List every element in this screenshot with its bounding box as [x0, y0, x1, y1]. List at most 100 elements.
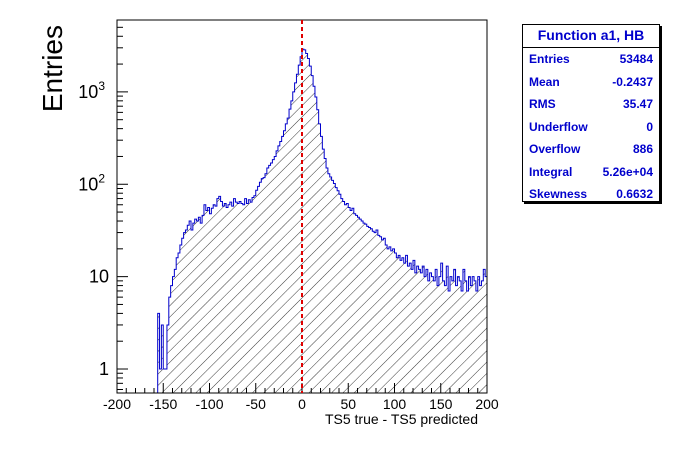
- histogram-bin: [327, 173, 330, 393]
- histogram-bin: [168, 297, 171, 393]
- histogram-bin: [239, 201, 241, 393]
- histogram-bin: [437, 285, 439, 393]
- histogram-bin: [422, 266, 425, 393]
- histogram-bin: [357, 217, 360, 393]
- histogram-bin: [318, 123, 321, 394]
- histogram-bin: [187, 225, 190, 393]
- stats-row: Entries 53484: [523, 48, 659, 71]
- histogram-bin: [433, 280, 436, 393]
- histogram-bin: [455, 285, 458, 393]
- histogram-bin: [351, 208, 354, 393]
- histogram-bin: [346, 203, 349, 393]
- stats-box: Function a1, HB Entries 53484 Mean -0.2437 R…: [522, 24, 660, 202]
- histogram-bin: [189, 221, 191, 393]
- histogram-bin: [450, 276, 452, 393]
- histogram-bin: [425, 269, 428, 393]
- histogram-bin: [472, 276, 475, 393]
- histogram-bin: [268, 165, 271, 393]
- histogram-bin: [394, 253, 397, 393]
- histogram-bin: [213, 204, 216, 393]
- histogram-bin: [178, 253, 180, 393]
- stats-row-value: -0.2437: [612, 74, 653, 89]
- histogram-bin: [388, 246, 391, 393]
- histogram-bin: [403, 263, 406, 393]
- histogram-bin: [353, 213, 356, 393]
- histogram-bin: [294, 82, 297, 394]
- x-tick-label: -100: [195, 396, 223, 412]
- histogram-bin: [209, 213, 212, 393]
- histogram-bin: [468, 276, 471, 393]
- histogram-bin: [398, 255, 401, 393]
- stats-row: Underflow 0: [523, 116, 659, 139]
- stats-row-label: Skewness: [529, 187, 588, 201]
- histogram-bin: [259, 182, 262, 393]
- histogram-bin: [191, 229, 193, 393]
- histogram-bin: [381, 239, 384, 393]
- histogram-bin: [355, 215, 358, 393]
- axis-ticks: [116, 19, 488, 393]
- histogram-bin: [250, 202, 253, 393]
- histogram-bin: [253, 195, 256, 393]
- histogram-bin: [242, 204, 245, 393]
- histogram-bin: [172, 276, 175, 393]
- histogram-bin: [322, 149, 325, 393]
- y-axis-title: Entries: [37, 25, 68, 112]
- histogram-bin: [464, 280, 467, 393]
- histogram-bin: [176, 257, 179, 393]
- histogram-bin: [165, 369, 167, 393]
- x-tick-labels: -200 -150 -100 -50 0 50 100 150 200: [103, 396, 499, 412]
- stats-row-label: Underflow: [529, 119, 588, 134]
- histogram-bin: [481, 280, 484, 393]
- stats-row-value: 35.47: [622, 97, 653, 111]
- histogram-bin: [240, 203, 243, 393]
- histogram-bin: [252, 197, 254, 393]
- histogram-bin: [296, 74, 299, 394]
- histogram-bin: [376, 229, 378, 393]
- histogram-bin: [453, 269, 456, 393]
- histogram-bin: [427, 280, 430, 393]
- histogram-bin: [438, 276, 441, 393]
- histogram-bin: [385, 245, 388, 393]
- histogram-bin: [224, 203, 227, 393]
- histogram-bin: [364, 224, 367, 393]
- histogram-bin: [314, 97, 317, 393]
- histogram-bin: [414, 272, 417, 393]
- histogram-bin: [462, 269, 465, 393]
- histogram-bin: [457, 276, 460, 393]
- histogram-bin: [361, 221, 364, 393]
- histogram-bin: [166, 324, 169, 393]
- histogram-bin: [359, 219, 362, 393]
- stats-rows: Entries 53484 Mean -0.2437 RMS 35.47 Underflow…: [523, 48, 659, 206]
- histogram-bin: [479, 285, 482, 393]
- histogram-bin: [298, 65, 301, 394]
- histogram-bin: [292, 91, 295, 393]
- histogram-bin: [185, 229, 188, 393]
- stats-row: Skewness 0.6632: [523, 183, 659, 206]
- histogram-bin: [333, 183, 336, 393]
- histogram-bin: [270, 162, 273, 393]
- histogram-bin: [244, 198, 247, 393]
- histogram-bin: [326, 167, 328, 393]
- histogram-bin: [309, 66, 312, 394]
- histogram-bin: [313, 86, 315, 394]
- histogram-bin: [424, 276, 426, 393]
- histogram-bin: [157, 313, 160, 393]
- y-tick-label: 102: [78, 171, 105, 194]
- histogram-bin: [257, 186, 260, 393]
- histogram-bin: [470, 285, 473, 393]
- histogram-bin: [228, 204, 230, 393]
- histogram-bin: [407, 266, 410, 393]
- histogram-bin: [366, 226, 369, 393]
- histogram-bin: [163, 369, 166, 393]
- histogram-bin: [248, 199, 251, 393]
- histogram-bin: [265, 173, 267, 393]
- stats-row-label: Overflow: [529, 142, 581, 156]
- histogram-bin: [387, 248, 389, 393]
- histogram-bin: [287, 118, 290, 394]
- histogram-bin: [377, 235, 380, 393]
- histogram-bin: [229, 202, 232, 393]
- x-tick-label: 150: [429, 396, 453, 412]
- histogram-bin: [448, 290, 450, 393]
- histogram-bin: [183, 232, 186, 393]
- histogram-bin: [281, 136, 284, 394]
